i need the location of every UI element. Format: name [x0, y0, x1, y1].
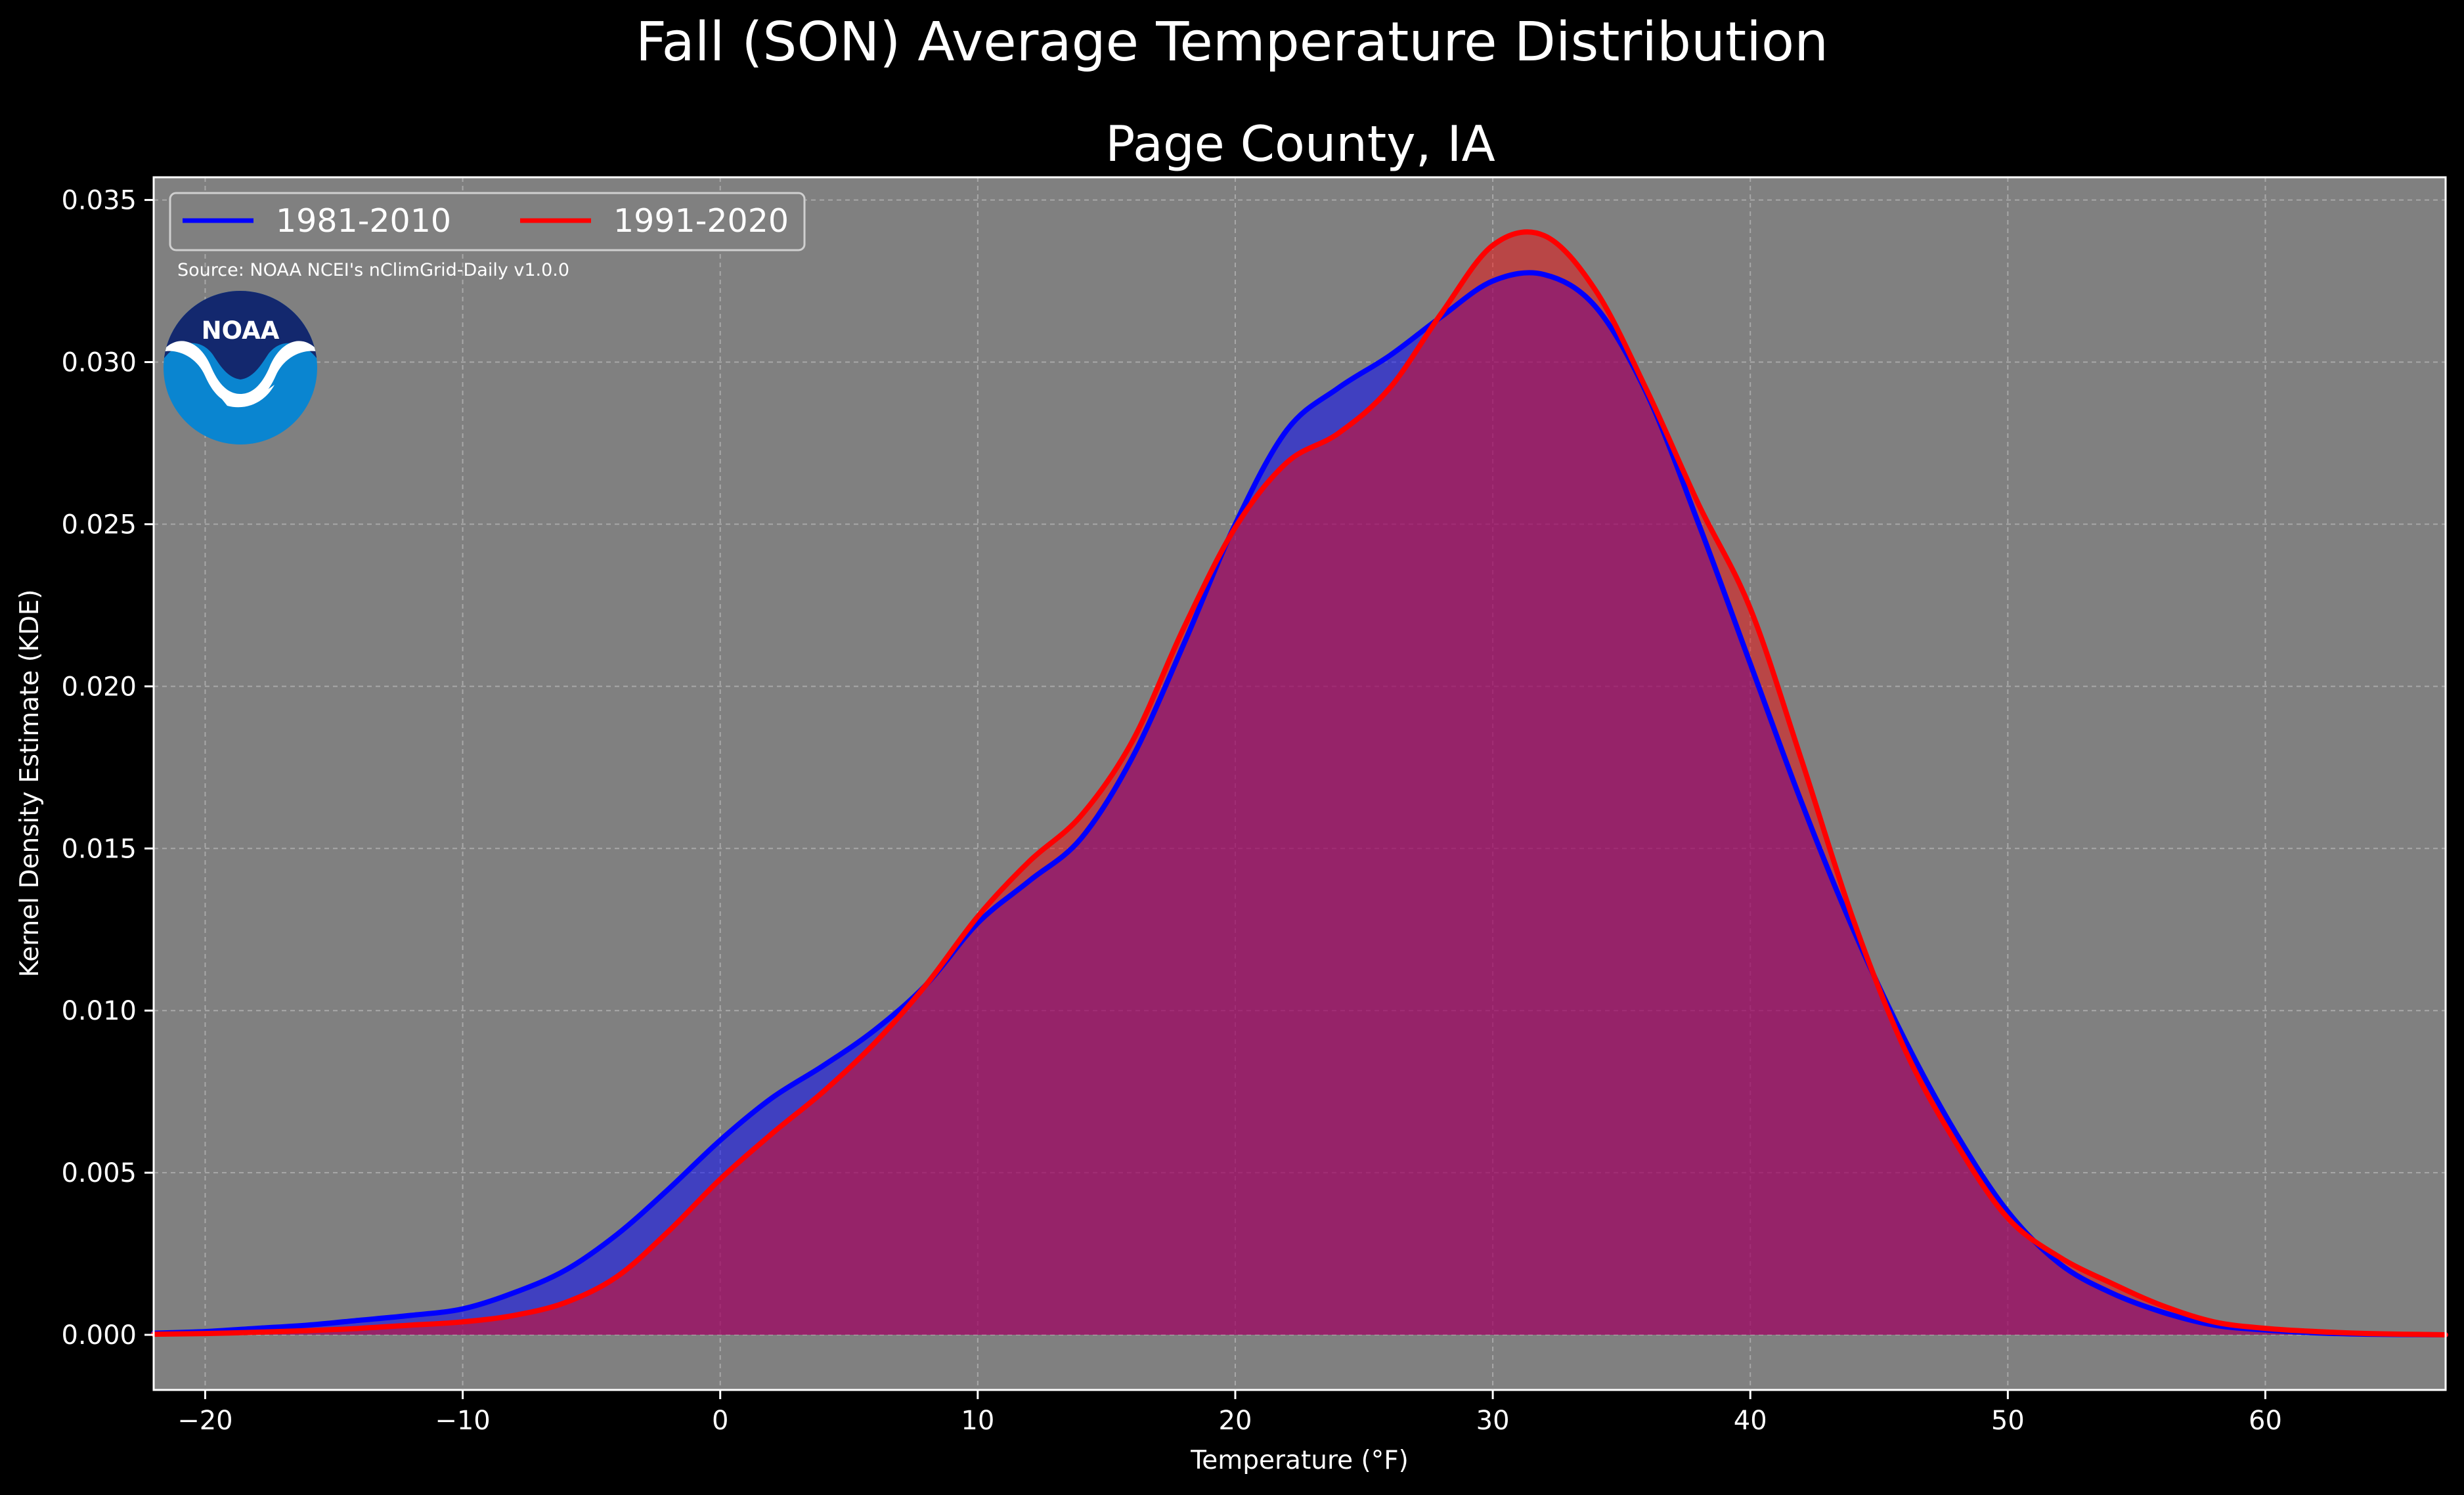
legend-box [169, 192, 806, 251]
x-axis: −20 −10 0 10 20 30 40 50 60 [177, 1390, 2282, 1436]
y-tick-label: 0.030 [61, 347, 137, 378]
series-lines [151, 229, 2448, 1337]
y-axis: 0.000 0.005 0.010 0.015 0.020 0.025 0.030 0.035 [61, 186, 154, 1351]
area-fill-1981-2010 [154, 272, 2446, 1335]
y-tick-label: 0.005 [61, 1158, 137, 1188]
x-tick-label: −20 [177, 1406, 232, 1436]
legend: 1981-2010 1991-2020 [169, 192, 806, 251]
noaa-logo-text: NOAA [202, 316, 280, 345]
x-tick-label: 50 [1991, 1406, 2025, 1436]
x-tick-label: 40 [1734, 1406, 1767, 1436]
y-tick-label: 0.015 [61, 834, 137, 864]
series-layer [151, 229, 2448, 1337]
x-tick-label: 20 [1219, 1406, 1252, 1436]
legend-label-1981-2010: 1981-2010 [276, 202, 451, 240]
x-axis-label: Temperature (°F) [1190, 1446, 1409, 1475]
y-tick-label: 0.020 [61, 672, 137, 702]
x-tick-label: −10 [435, 1406, 490, 1436]
y-tick-label: 0.000 [61, 1320, 137, 1351]
x-tick-label: 60 [2249, 1406, 2282, 1436]
y-tick-label: 0.025 [61, 509, 137, 540]
series-line-1991-2020 [151, 229, 2448, 1337]
source-note: Source: NOAA NCEI's nClimGrid-Daily v1.0… [177, 260, 569, 280]
y-axis-label: Kernel Density Estimate (KDE) [15, 590, 45, 978]
noaa-logo-icon: NOAA [164, 291, 317, 444]
series-fills [154, 232, 2446, 1335]
y-tick-label: 0.035 [61, 186, 137, 216]
chart-title: Fall (SON) Average Temperature Distribut… [636, 11, 1828, 74]
area-fill-1991-2020 [154, 232, 2446, 1335]
legend-label-1991-2020: 1991-2020 [613, 202, 789, 240]
x-tick-label: 10 [961, 1406, 994, 1436]
x-tick-label: 30 [1476, 1406, 1510, 1436]
x-tick-label: 0 [712, 1406, 728, 1436]
y-tick-label: 0.010 [61, 996, 137, 1026]
chart-subtitle: Page County, IA [1105, 115, 1495, 173]
plot-frame [152, 176, 2447, 1391]
series-line-1981-2010 [151, 270, 2448, 1337]
